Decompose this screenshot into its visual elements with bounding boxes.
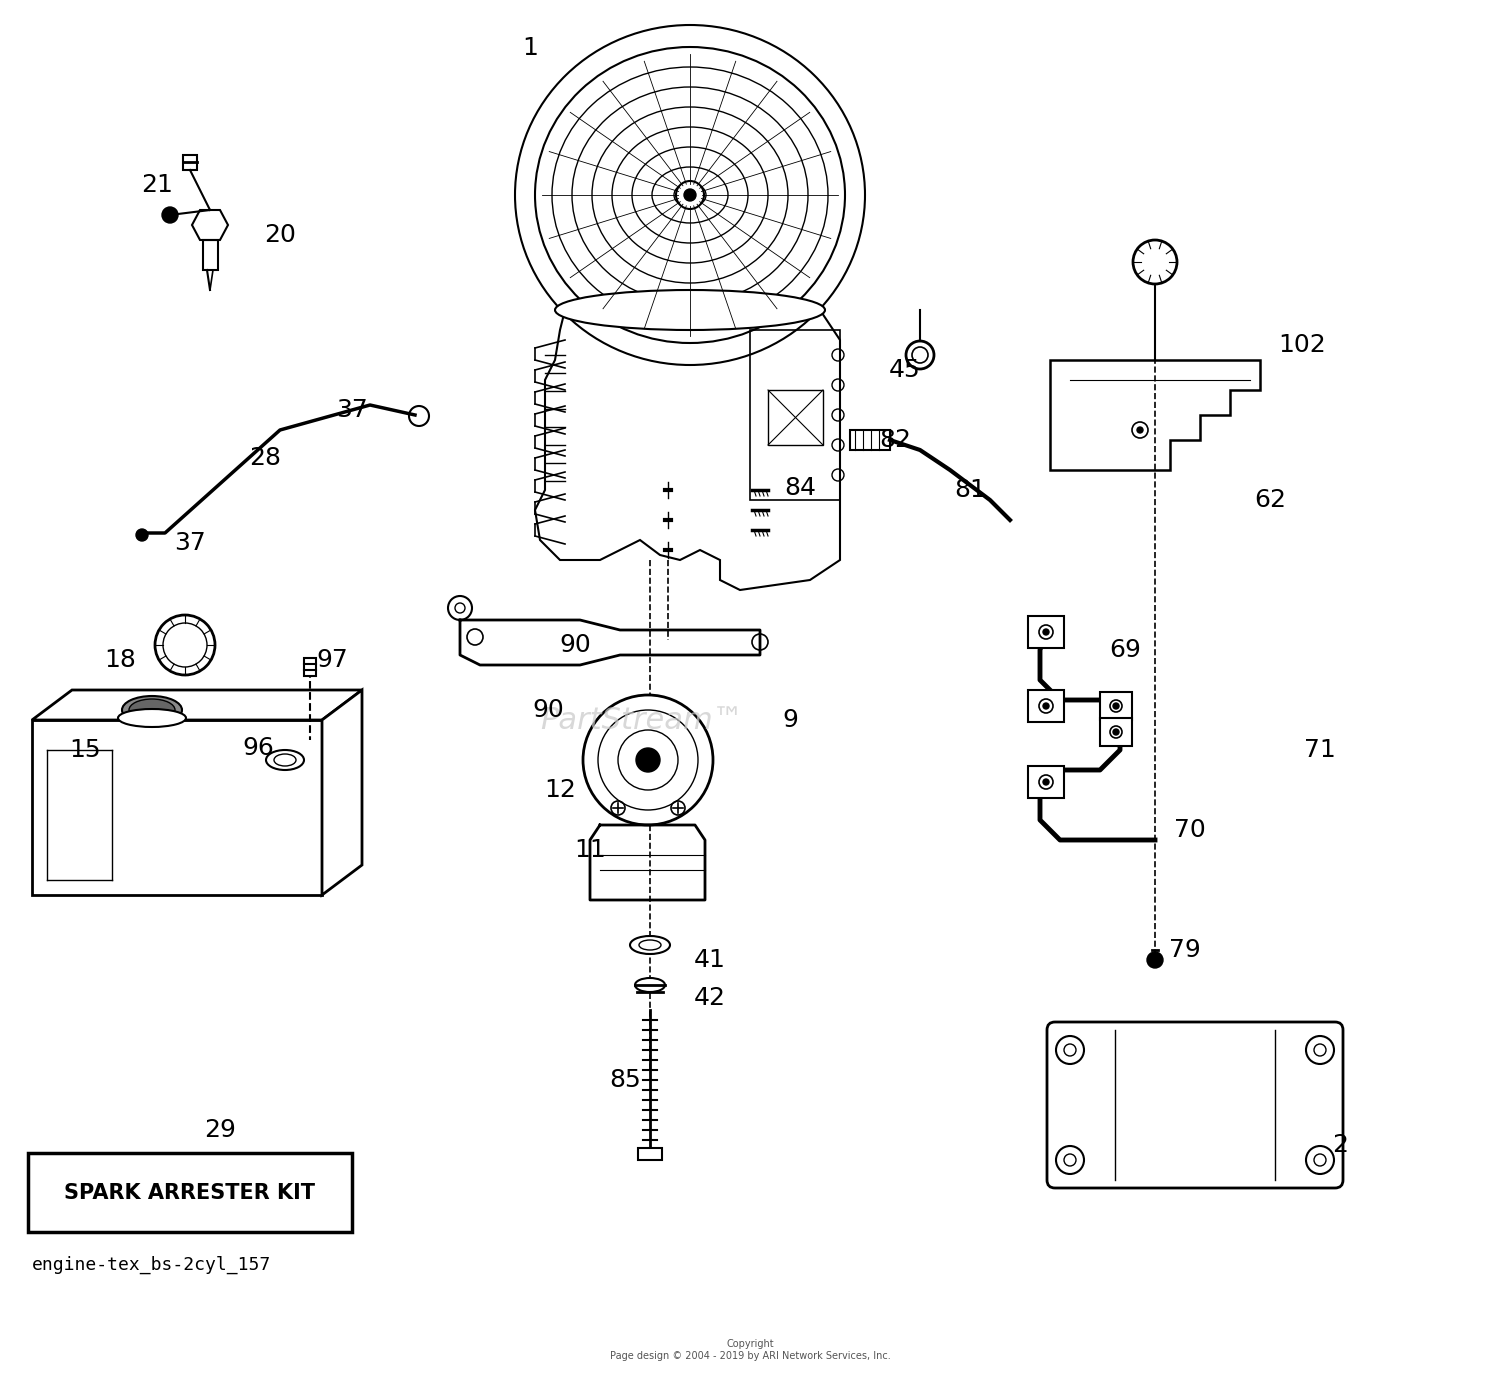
Ellipse shape: [514, 25, 865, 366]
Circle shape: [1132, 240, 1178, 284]
Circle shape: [1056, 1036, 1084, 1063]
Text: 102: 102: [1278, 334, 1326, 357]
Circle shape: [906, 341, 934, 368]
Text: 41: 41: [694, 948, 726, 972]
Text: 84: 84: [784, 475, 816, 500]
Text: SPARK ARRESTER KIT: SPARK ARRESTER KIT: [64, 1183, 315, 1202]
Circle shape: [162, 207, 178, 222]
Ellipse shape: [630, 935, 670, 954]
Ellipse shape: [555, 291, 825, 329]
Circle shape: [1306, 1036, 1334, 1063]
Text: 12: 12: [544, 778, 576, 802]
Text: 29: 29: [204, 1118, 236, 1143]
Bar: [304, 657, 316, 676]
Bar: [1028, 616, 1063, 648]
Circle shape: [1042, 630, 1048, 635]
Bar: [638, 1148, 662, 1161]
Ellipse shape: [122, 696, 182, 724]
Bar: [1028, 689, 1063, 721]
Circle shape: [154, 614, 214, 676]
Text: 42: 42: [694, 986, 726, 1011]
Text: 9: 9: [782, 708, 798, 733]
Text: 82: 82: [879, 428, 910, 452]
Text: 15: 15: [69, 738, 100, 762]
Bar: [1100, 692, 1132, 720]
Text: 62: 62: [1254, 488, 1286, 512]
Circle shape: [1113, 728, 1119, 735]
Text: PartStream™: PartStream™: [540, 706, 744, 734]
Bar: [768, 391, 824, 445]
Text: Copyright
Page design © 2004 - 2019 by ARI Network Services, Inc.: Copyright Page design © 2004 - 2019 by A…: [609, 1339, 891, 1361]
Circle shape: [636, 748, 660, 771]
Text: 85: 85: [609, 1068, 640, 1093]
Text: 18: 18: [104, 648, 136, 671]
Ellipse shape: [634, 979, 664, 992]
Circle shape: [684, 189, 696, 202]
Circle shape: [1056, 1145, 1084, 1175]
Text: 96: 96: [242, 735, 274, 760]
Text: 97: 97: [316, 648, 348, 671]
Circle shape: [1306, 1145, 1334, 1175]
Text: 28: 28: [249, 446, 280, 470]
Bar: [32, 720, 322, 895]
Text: engine-tex_bs-2cyl_157: engine-tex_bs-2cyl_157: [32, 1257, 272, 1275]
Text: 21: 21: [141, 172, 172, 197]
Circle shape: [1042, 778, 1048, 785]
Circle shape: [1148, 952, 1162, 967]
Text: 1: 1: [522, 36, 538, 60]
Ellipse shape: [129, 699, 176, 721]
Polygon shape: [32, 689, 362, 720]
Text: 90: 90: [532, 698, 564, 721]
Bar: [1100, 719, 1132, 746]
Circle shape: [676, 181, 703, 208]
Text: 11: 11: [574, 838, 606, 862]
Text: 20: 20: [264, 222, 296, 247]
Text: 69: 69: [1108, 638, 1142, 662]
Circle shape: [136, 530, 148, 541]
Text: 90: 90: [560, 632, 591, 657]
Text: 81: 81: [954, 478, 986, 502]
Text: 37: 37: [174, 531, 206, 555]
FancyBboxPatch shape: [1047, 1022, 1342, 1188]
Text: 2: 2: [1332, 1133, 1348, 1156]
Ellipse shape: [266, 751, 305, 770]
Text: 45: 45: [890, 359, 921, 382]
Text: 70: 70: [1174, 817, 1206, 842]
Text: 79: 79: [1168, 938, 1202, 962]
Circle shape: [1042, 703, 1048, 709]
Ellipse shape: [118, 709, 186, 727]
Text: 37: 37: [336, 398, 368, 423]
Bar: [1028, 766, 1063, 798]
Bar: [183, 156, 196, 170]
Circle shape: [584, 695, 712, 826]
Text: 71: 71: [1304, 738, 1336, 762]
Bar: [202, 240, 217, 270]
Bar: [850, 430, 889, 450]
Polygon shape: [1050, 360, 1260, 470]
Circle shape: [1113, 703, 1119, 709]
Circle shape: [1137, 427, 1143, 434]
FancyBboxPatch shape: [28, 1152, 352, 1232]
Polygon shape: [322, 689, 362, 895]
